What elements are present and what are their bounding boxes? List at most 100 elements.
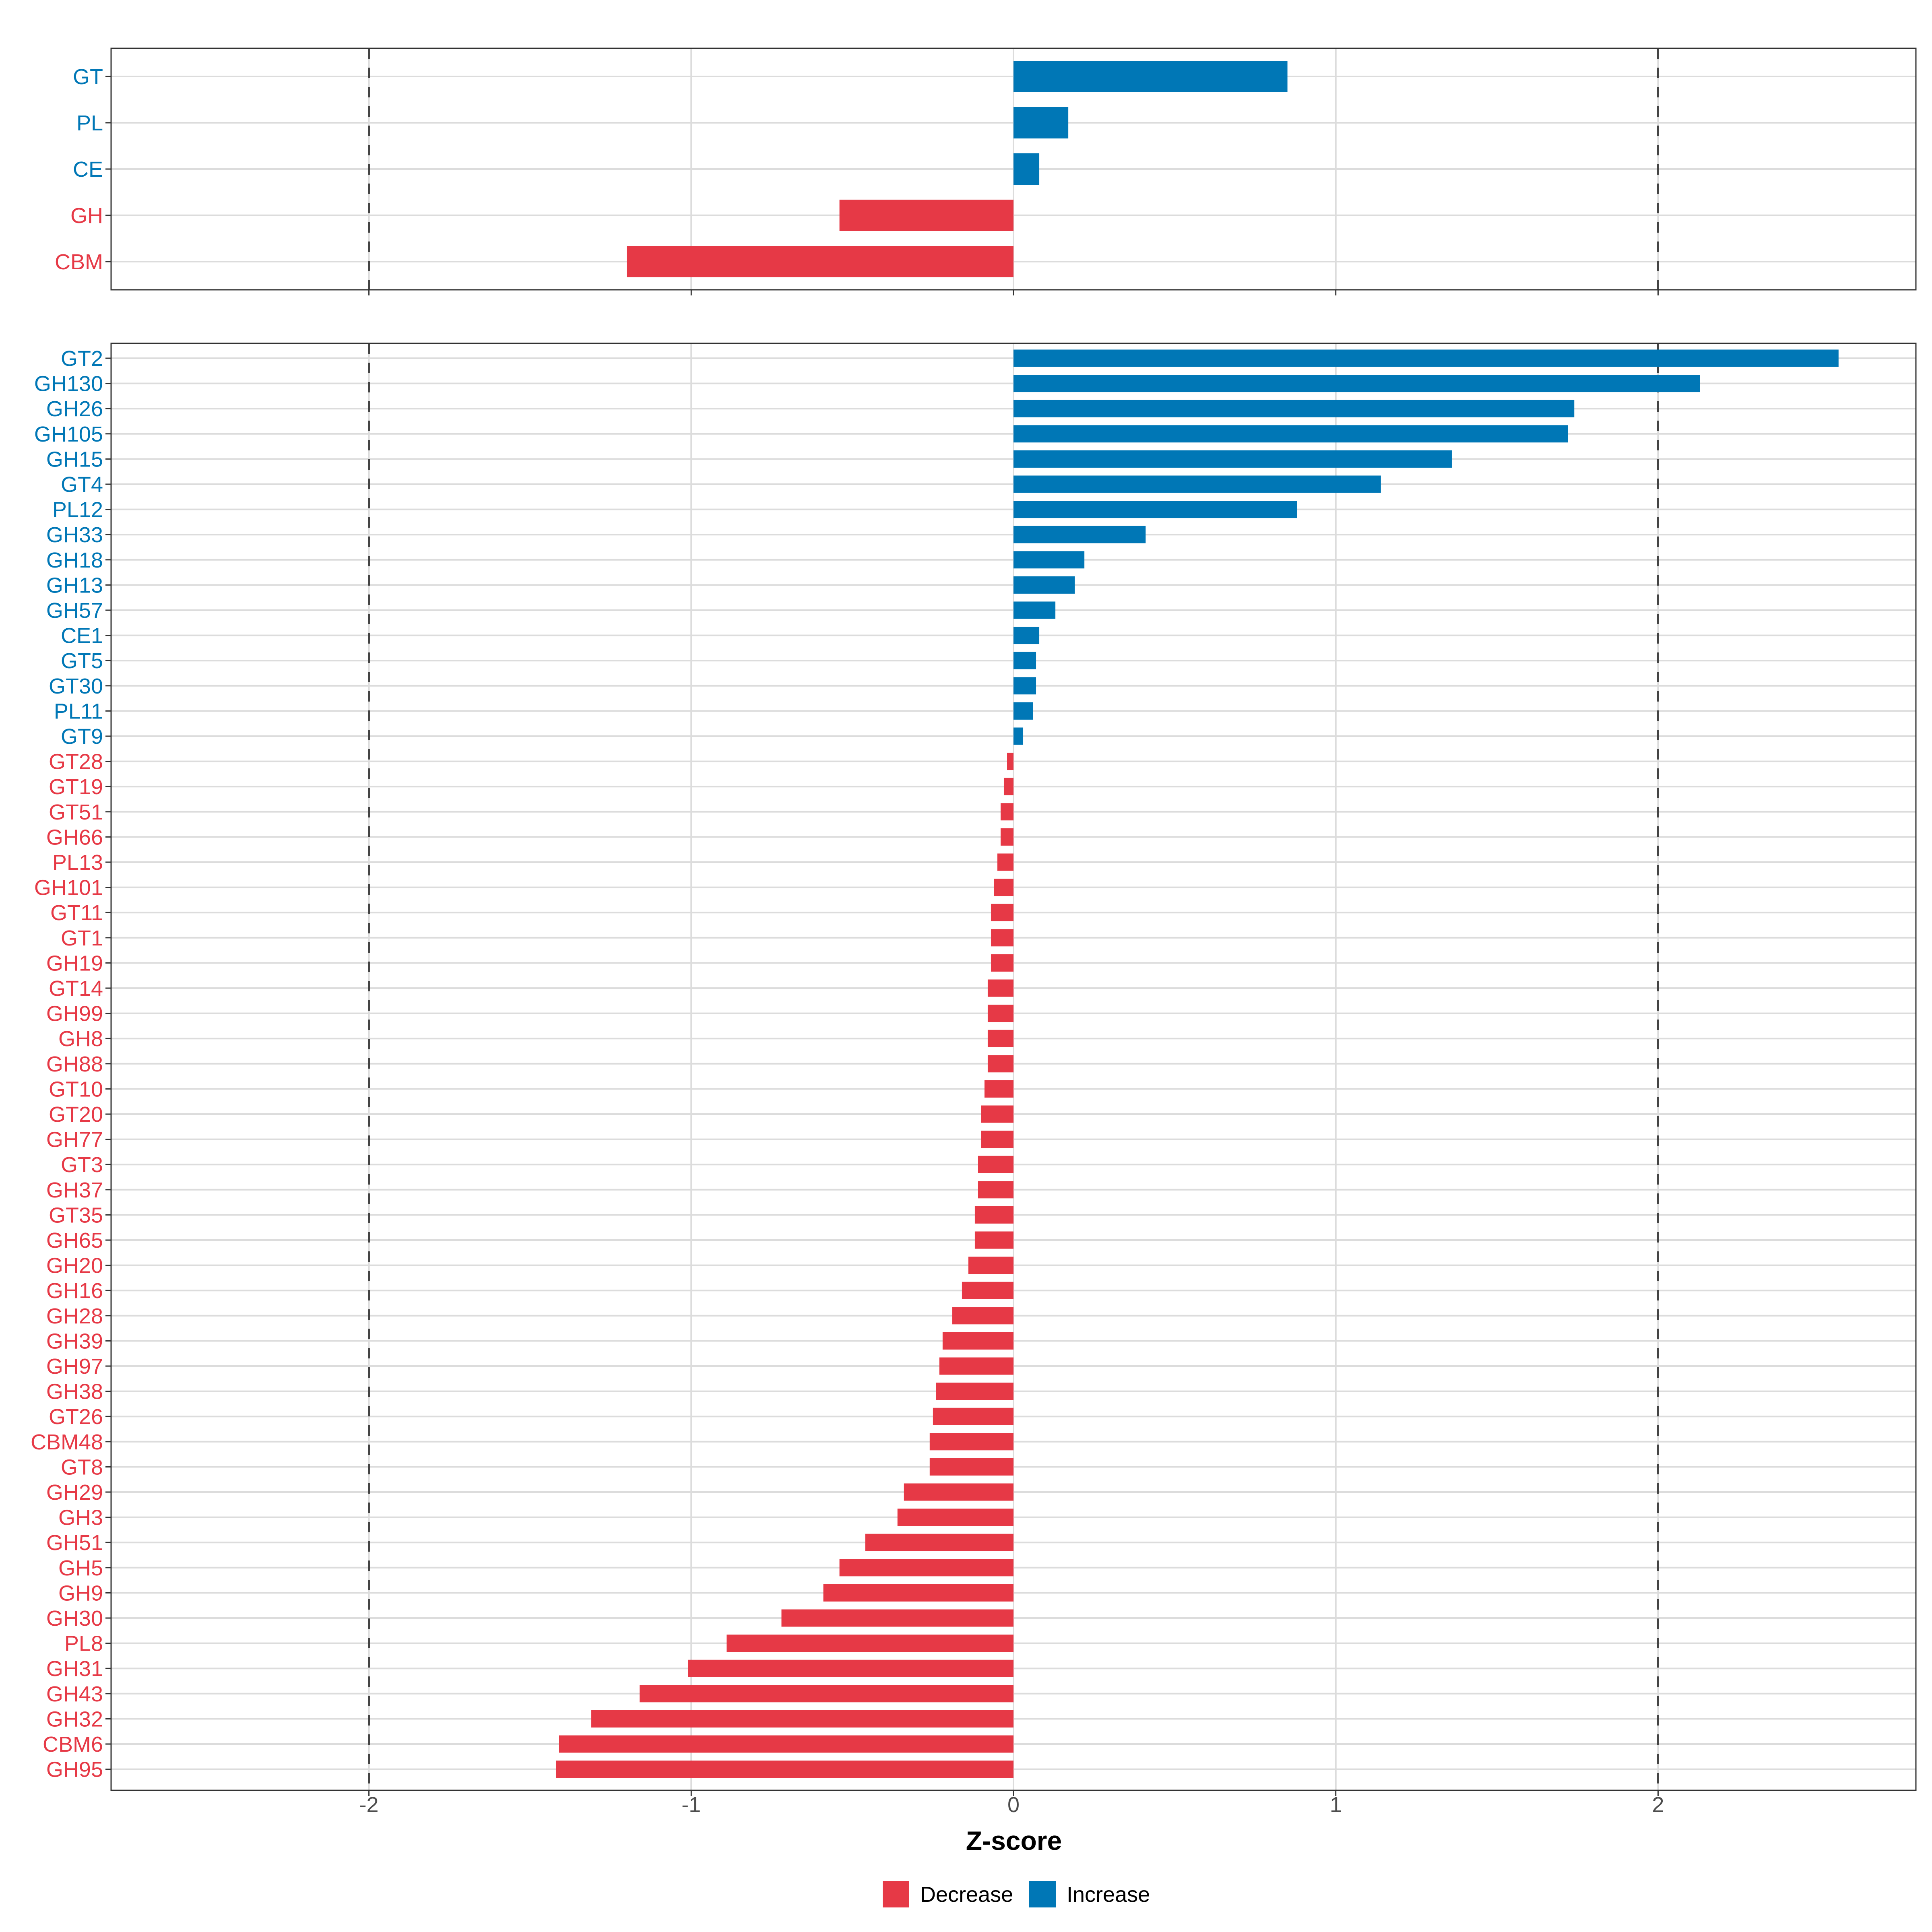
y-label-pl8: PL8 — [64, 1632, 103, 1656]
x-axis: -2 -1 0 1 2 — [359, 1793, 1664, 1817]
bar-gh37 — [978, 1181, 1013, 1199]
y-label-gh20: GH20 — [46, 1254, 103, 1278]
family-level-panel: GT2GH130GH26GH105GH15GT4PL12GH33GH18GH13… — [31, 343, 1917, 1796]
y-label-gh37: GH37 — [46, 1178, 103, 1202]
y-label-gt8: GT8 — [61, 1455, 103, 1479]
bar-ce — [1013, 153, 1040, 185]
y-label-gh3: GH3 — [58, 1506, 103, 1530]
bar-gh16 — [962, 1282, 1013, 1299]
y-label-gh19: GH19 — [46, 951, 103, 975]
bar-gh105 — [1013, 425, 1568, 443]
y-label-gt9: GT9 — [61, 724, 103, 749]
bar-gt20 — [981, 1105, 1013, 1123]
y-label-pl: PL — [76, 111, 103, 135]
bar-gh15 — [1013, 450, 1452, 468]
y-label-gt30: GT30 — [49, 674, 103, 698]
bar-gt11 — [991, 904, 1013, 921]
y-label-gh95: GH95 — [46, 1758, 103, 1782]
y-label-gt2: GT2 — [61, 347, 103, 371]
bar-gt2 — [1013, 349, 1839, 367]
bar-gt8 — [929, 1458, 1013, 1476]
y-label-gh43: GH43 — [46, 1682, 103, 1706]
x-tick-label: 2 — [1652, 1793, 1664, 1817]
legend-swatch-increase — [1029, 1881, 1056, 1907]
bar-gh43 — [640, 1685, 1013, 1703]
y-label-gh29: GH29 — [46, 1480, 103, 1505]
y-label-gt14: GT14 — [49, 976, 103, 1001]
x-tick-label: -2 — [359, 1793, 379, 1817]
y-label-gh5: GH5 — [58, 1556, 103, 1580]
y-label-gt28: GT28 — [49, 750, 103, 774]
bar-gh32 — [591, 1710, 1013, 1728]
bar-gh13 — [1013, 576, 1075, 594]
legend-swatch-decrease — [883, 1881, 909, 1907]
bar-ce1 — [1013, 627, 1040, 644]
y-label-gh33: GH33 — [46, 523, 103, 547]
y-label-gt4: GT4 — [61, 473, 103, 497]
y-label-gt51: GT51 — [49, 800, 103, 824]
y-label-pl13: PL13 — [52, 850, 103, 875]
y-label-gh8: GH8 — [58, 1027, 103, 1051]
y-label-gh28: GH28 — [46, 1304, 103, 1328]
y-label-pl12: PL12 — [52, 498, 103, 522]
y-label-ce: CE — [73, 157, 103, 182]
bar-gh51 — [865, 1534, 1013, 1551]
y-label-gh16: GH16 — [46, 1279, 103, 1303]
bar-gh57 — [1013, 601, 1056, 619]
y-label-gt20: GT20 — [49, 1102, 103, 1127]
y-label-gh77: GH77 — [46, 1128, 103, 1152]
bar-gh30 — [781, 1609, 1013, 1627]
y-label-gt5: GT5 — [61, 649, 103, 673]
y-label-gt26: GT26 — [49, 1405, 103, 1429]
bar-gh29 — [904, 1483, 1013, 1501]
legend-label-increase: Increase — [1067, 1882, 1150, 1907]
bar-pl — [1013, 107, 1069, 138]
bar-gh26 — [1013, 400, 1575, 417]
bar-cbm48 — [929, 1433, 1013, 1451]
y-label-cbm48: CBM48 — [31, 1430, 103, 1454]
y-label-gh66: GH66 — [46, 825, 103, 849]
bar-gt26 — [933, 1408, 1013, 1425]
bar-gh95 — [555, 1761, 1013, 1778]
bar-gh19 — [991, 954, 1013, 972]
panel-frame — [110, 47, 1917, 291]
bar-gh101 — [994, 879, 1013, 896]
y-label-gh32: GH32 — [46, 1707, 103, 1731]
bar-gh38 — [936, 1383, 1013, 1400]
y-label-gh130: GH130 — [34, 372, 103, 396]
bar-gh39 — [942, 1332, 1013, 1350]
bar-gh3 — [897, 1509, 1013, 1526]
y-label-pl11: PL11 — [54, 699, 103, 723]
bar-pl8 — [727, 1635, 1013, 1652]
bar-gh65 — [974, 1231, 1013, 1249]
y-label-gt35: GT35 — [49, 1203, 103, 1227]
y-label-gt10: GT10 — [49, 1077, 103, 1101]
bar-pl11 — [1013, 702, 1033, 720]
bar-gt35 — [974, 1206, 1013, 1224]
y-label-gh15: GH15 — [46, 447, 103, 471]
y-label-gh57: GH57 — [46, 599, 103, 623]
y-label-gh39: GH39 — [46, 1329, 103, 1353]
bar-gh28 — [952, 1307, 1013, 1325]
y-label-gh38: GH38 — [46, 1380, 103, 1404]
y-label-gh: GH — [70, 204, 103, 228]
legend-label-decrease: Decrease — [920, 1882, 1013, 1907]
bar-gt19 — [1003, 778, 1013, 795]
bar-cbm6 — [559, 1735, 1013, 1753]
bar-gt4 — [1013, 475, 1381, 493]
bar-gh130 — [1013, 375, 1700, 392]
bar-gh97 — [939, 1357, 1013, 1375]
bar-gt3 — [978, 1156, 1013, 1173]
y-label-gh101: GH101 — [34, 876, 103, 900]
y-label-ce1: CE1 — [61, 624, 103, 648]
x-axis-title: Z-score — [966, 1826, 1062, 1856]
bar-pl13 — [997, 853, 1013, 871]
bar-gt51 — [1000, 803, 1013, 821]
y-label-gh65: GH65 — [46, 1228, 103, 1253]
bar-gh — [839, 200, 1013, 231]
y-label-gh9: GH9 — [58, 1581, 103, 1605]
bar-gt1 — [991, 929, 1013, 947]
bar-pl12 — [1013, 501, 1297, 518]
y-label-cbm6: CBM6 — [43, 1732, 103, 1757]
